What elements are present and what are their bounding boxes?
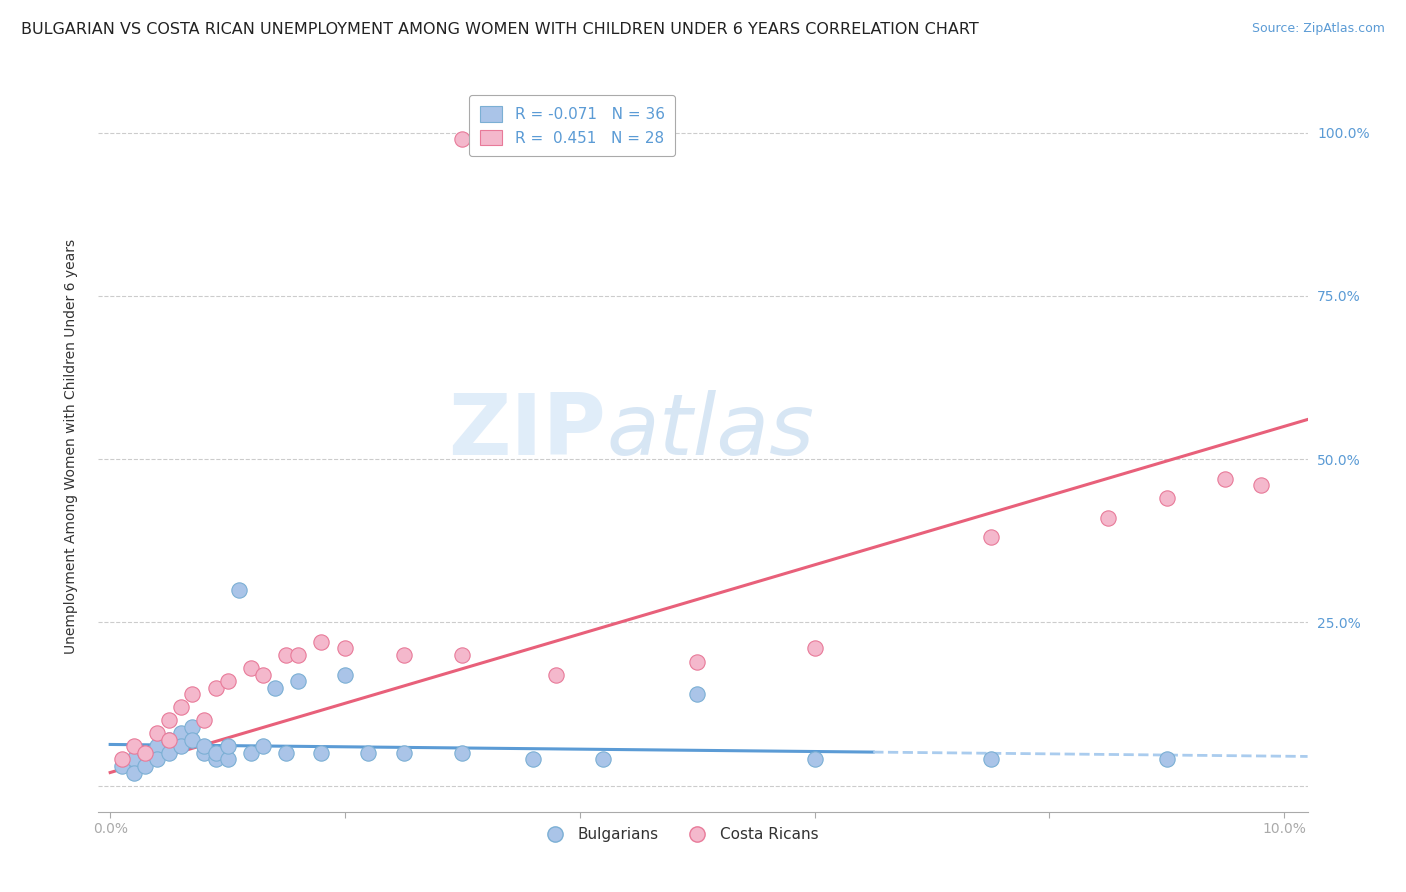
Point (451, 746, 474, 760)
Point (181, 720, 204, 734)
Point (1156, 752, 1178, 766)
Point (287, 674, 309, 689)
Text: atlas: atlas (606, 390, 814, 473)
Point (157, 714, 180, 728)
Point (111, 759, 134, 773)
Point (803, 641, 825, 656)
Point (287, 648, 309, 662)
Point (803, 752, 825, 766)
Point (157, 732, 180, 747)
Point (157, 746, 180, 760)
Point (1215, 472, 1237, 486)
Point (686, 655, 709, 669)
Point (392, 648, 415, 662)
Point (333, 667, 356, 681)
Point (204, 746, 226, 760)
Point (193, 714, 215, 728)
Point (1250, 478, 1272, 492)
Point (122, 739, 145, 754)
Point (276, 648, 298, 662)
Legend: Bulgarians, Costa Ricans: Bulgarians, Costa Ricans (533, 821, 824, 848)
Point (122, 765, 145, 780)
Point (181, 687, 204, 701)
Point (217, 752, 239, 766)
Point (122, 752, 145, 766)
Point (240, 661, 263, 675)
Point (980, 530, 1002, 544)
Point (252, 667, 274, 681)
Point (451, 132, 474, 146)
Point (311, 746, 333, 760)
Point (1156, 491, 1178, 506)
Point (228, 582, 250, 597)
Point (686, 687, 709, 701)
Point (134, 746, 156, 760)
Point (146, 726, 169, 740)
Point (546, 667, 568, 681)
Point (204, 752, 226, 766)
Point (193, 739, 215, 754)
Y-axis label: Unemployment Among Women with Children Under 6 years: Unemployment Among Women with Children U… (63, 238, 77, 654)
Text: ZIP: ZIP (449, 390, 606, 473)
Point (357, 746, 380, 760)
Point (169, 700, 191, 714)
Point (311, 635, 333, 649)
Point (333, 641, 356, 656)
Point (980, 752, 1002, 766)
Point (134, 746, 156, 760)
Point (1097, 511, 1119, 525)
Point (204, 681, 226, 695)
Point (252, 739, 274, 754)
Point (193, 746, 215, 760)
Point (146, 739, 169, 754)
Point (522, 752, 544, 766)
Point (263, 681, 285, 695)
Point (134, 759, 156, 773)
Point (451, 648, 474, 662)
Point (240, 746, 263, 760)
Point (217, 739, 239, 754)
Point (157, 732, 180, 747)
Point (217, 674, 239, 689)
Text: Source: ZipAtlas.com: Source: ZipAtlas.com (1251, 22, 1385, 36)
Point (392, 746, 415, 760)
Point (146, 752, 169, 766)
Point (169, 739, 191, 754)
Point (181, 732, 204, 747)
Point (592, 752, 614, 766)
Point (169, 726, 191, 740)
Point (276, 746, 298, 760)
Text: BULGARIAN VS COSTA RICAN UNEMPLOYMENT AMONG WOMEN WITH CHILDREN UNDER 6 YEARS CO: BULGARIAN VS COSTA RICAN UNEMPLOYMENT AM… (21, 22, 979, 37)
Point (111, 752, 134, 766)
